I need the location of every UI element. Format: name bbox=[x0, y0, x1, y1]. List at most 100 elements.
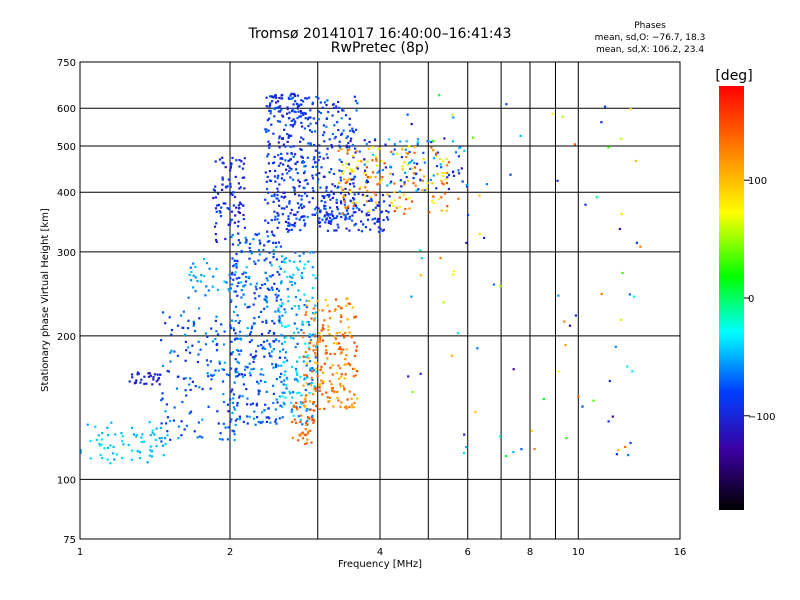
data-point bbox=[323, 175, 326, 178]
data-point bbox=[189, 410, 192, 413]
data-point bbox=[405, 140, 408, 143]
data-point bbox=[298, 307, 301, 310]
data-point bbox=[272, 253, 275, 256]
data-point bbox=[271, 274, 274, 277]
data-point bbox=[311, 102, 314, 106]
data-point bbox=[325, 187, 328, 190]
data-point bbox=[254, 297, 257, 300]
data-point bbox=[253, 357, 256, 360]
data-point bbox=[266, 175, 269, 178]
data-point bbox=[89, 457, 92, 460]
data-point bbox=[298, 185, 301, 188]
data-point bbox=[335, 332, 338, 335]
data-point bbox=[410, 295, 413, 298]
data-point bbox=[442, 175, 445, 178]
data-point bbox=[400, 185, 403, 188]
data-point bbox=[293, 110, 296, 113]
data-point bbox=[262, 248, 265, 251]
data-point bbox=[231, 401, 234, 404]
data-point bbox=[346, 398, 349, 401]
x-tick-label: 4 bbox=[377, 547, 383, 558]
data-point bbox=[132, 433, 135, 436]
data-point bbox=[328, 333, 331, 336]
data-point bbox=[308, 335, 311, 338]
data-point bbox=[307, 116, 310, 119]
data-point bbox=[267, 144, 270, 147]
data-point bbox=[233, 408, 237, 411]
data-point bbox=[301, 276, 304, 280]
data-point bbox=[446, 171, 449, 174]
data-point bbox=[380, 178, 383, 181]
data-point bbox=[295, 401, 298, 404]
data-point bbox=[607, 146, 610, 149]
data-point bbox=[140, 440, 143, 444]
data-point bbox=[235, 367, 238, 370]
data-point bbox=[177, 375, 180, 378]
data-point bbox=[300, 148, 303, 151]
data-point bbox=[288, 223, 291, 226]
data-point bbox=[278, 273, 281, 276]
data-point bbox=[100, 443, 103, 446]
data-point bbox=[439, 256, 442, 260]
data-point bbox=[404, 207, 407, 211]
data-point bbox=[317, 110, 321, 113]
data-point bbox=[294, 193, 297, 196]
data-point bbox=[405, 198, 408, 201]
data-point bbox=[330, 218, 333, 221]
data-point bbox=[207, 375, 210, 378]
data-point bbox=[452, 116, 455, 119]
data-point bbox=[272, 401, 275, 405]
data-point bbox=[441, 182, 444, 185]
data-point bbox=[296, 117, 299, 120]
data-point bbox=[301, 160, 305, 163]
data-point bbox=[206, 335, 209, 338]
data-point bbox=[209, 387, 212, 390]
data-point bbox=[266, 235, 269, 238]
data-point bbox=[280, 372, 283, 375]
data-point bbox=[393, 143, 396, 146]
data-point bbox=[278, 137, 281, 140]
data-point bbox=[458, 147, 461, 150]
data-point bbox=[277, 141, 280, 144]
data-point bbox=[379, 211, 382, 214]
data-point bbox=[253, 260, 256, 263]
data-point bbox=[318, 217, 321, 220]
data-point bbox=[317, 338, 320, 341]
data-point bbox=[240, 349, 243, 352]
data-point bbox=[321, 324, 325, 327]
data-point bbox=[311, 414, 314, 417]
data-point bbox=[236, 285, 239, 288]
data-point bbox=[639, 245, 642, 248]
data-point bbox=[232, 310, 236, 313]
data-point bbox=[421, 179, 424, 182]
data-point bbox=[242, 162, 245, 165]
data-point bbox=[308, 96, 311, 99]
data-point bbox=[255, 402, 258, 405]
data-point bbox=[297, 103, 300, 106]
data-point bbox=[440, 196, 443, 199]
data-point bbox=[278, 146, 281, 149]
data-point bbox=[332, 103, 335, 106]
data-point bbox=[230, 353, 233, 356]
data-point bbox=[305, 304, 308, 307]
data-point bbox=[273, 218, 277, 221]
data-point bbox=[412, 176, 415, 180]
data-point bbox=[307, 260, 310, 263]
data-point bbox=[439, 163, 442, 166]
data-point bbox=[264, 347, 267, 350]
data-point bbox=[204, 343, 208, 346]
data-point bbox=[121, 456, 124, 459]
data-point bbox=[274, 94, 277, 97]
data-point bbox=[311, 312, 315, 315]
data-point bbox=[268, 170, 271, 173]
data-point bbox=[241, 273, 244, 276]
data-point bbox=[265, 301, 269, 304]
data-point bbox=[279, 162, 282, 165]
data-point bbox=[294, 222, 297, 225]
data-point bbox=[189, 266, 192, 269]
data-point bbox=[366, 194, 369, 197]
x-axis-label: Frequency [MHz] bbox=[338, 559, 422, 570]
data-point bbox=[248, 333, 252, 336]
data-point bbox=[311, 296, 314, 299]
data-point bbox=[318, 389, 321, 392]
